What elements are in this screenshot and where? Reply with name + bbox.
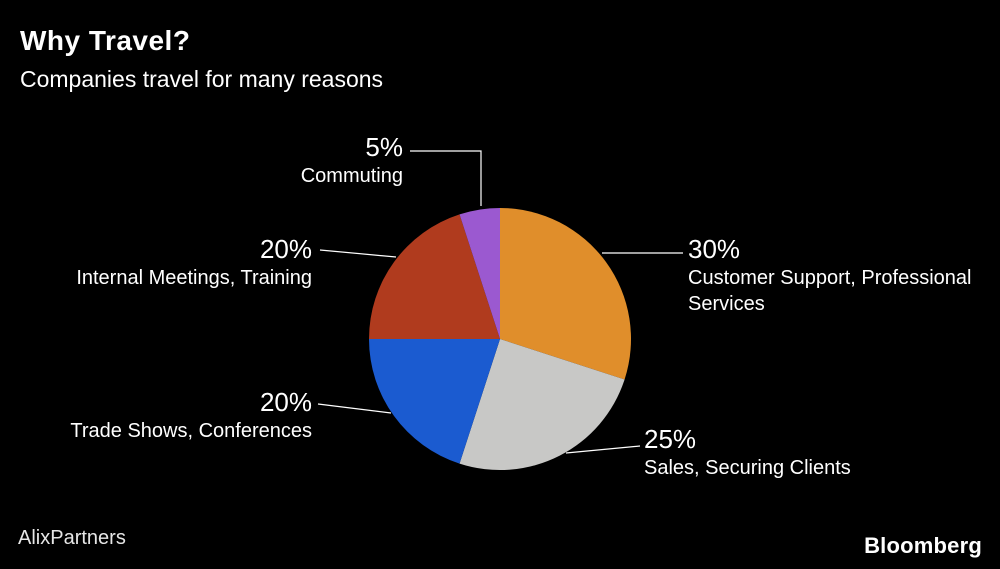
slice-name-trade-shows: Trade Shows, Conferences bbox=[70, 420, 312, 442]
slice-pct-customer-support: 30% bbox=[688, 234, 741, 264]
slice-pct-trade-shows: 20% bbox=[259, 387, 312, 417]
pie-slice-4[interactable] bbox=[459, 208, 500, 339]
leader-line-commuting bbox=[410, 150, 482, 206]
slice-name-sales: Sales, Securing Clients bbox=[644, 457, 851, 479]
slice-name-internal-meetings: Internal Meetings, Training bbox=[76, 267, 312, 289]
pie-slice-0[interactable] bbox=[500, 208, 632, 380]
bloomberg-logo: Bloomberg bbox=[864, 533, 982, 558]
pie-slice-3[interactable] bbox=[369, 214, 500, 339]
slice-label-commuting: 5% Commuting bbox=[143, 132, 403, 189]
pie-slice-1[interactable] bbox=[459, 339, 625, 471]
title-block: Why Travel? Companies travel for many re… bbox=[20, 24, 383, 94]
leader-line-internal-meetings bbox=[319, 249, 397, 258]
slice-name-commuting: Commuting bbox=[300, 165, 403, 187]
slice-label-trade-shows: 20% Trade Shows, Conferences bbox=[32, 387, 312, 444]
chart-title: Why Travel? bbox=[20, 25, 191, 56]
slice-label-sales: 25% Sales, Securing Clients bbox=[644, 424, 944, 481]
source-credit: AlixPartners bbox=[18, 527, 126, 549]
chart-subtitle: Companies travel for many reasons bbox=[20, 66, 384, 92]
leader-line-trade-shows bbox=[317, 403, 392, 414]
slice-name-customer-support: Customer Support, Professional Services bbox=[688, 267, 972, 315]
slice-label-customer-support: 30% Customer Support, Professional Servi… bbox=[688, 234, 1000, 317]
pie-slice-2[interactable] bbox=[369, 339, 500, 464]
slice-label-internal-meetings: 20% Internal Meetings, Training bbox=[32, 234, 312, 291]
pie-slices-group bbox=[369, 208, 632, 471]
slice-pct-commuting: 5% bbox=[365, 132, 403, 162]
slice-pct-internal-meetings: 20% bbox=[259, 234, 312, 264]
leader-line-sales bbox=[565, 445, 641, 454]
slice-pct-sales: 25% bbox=[644, 424, 697, 454]
